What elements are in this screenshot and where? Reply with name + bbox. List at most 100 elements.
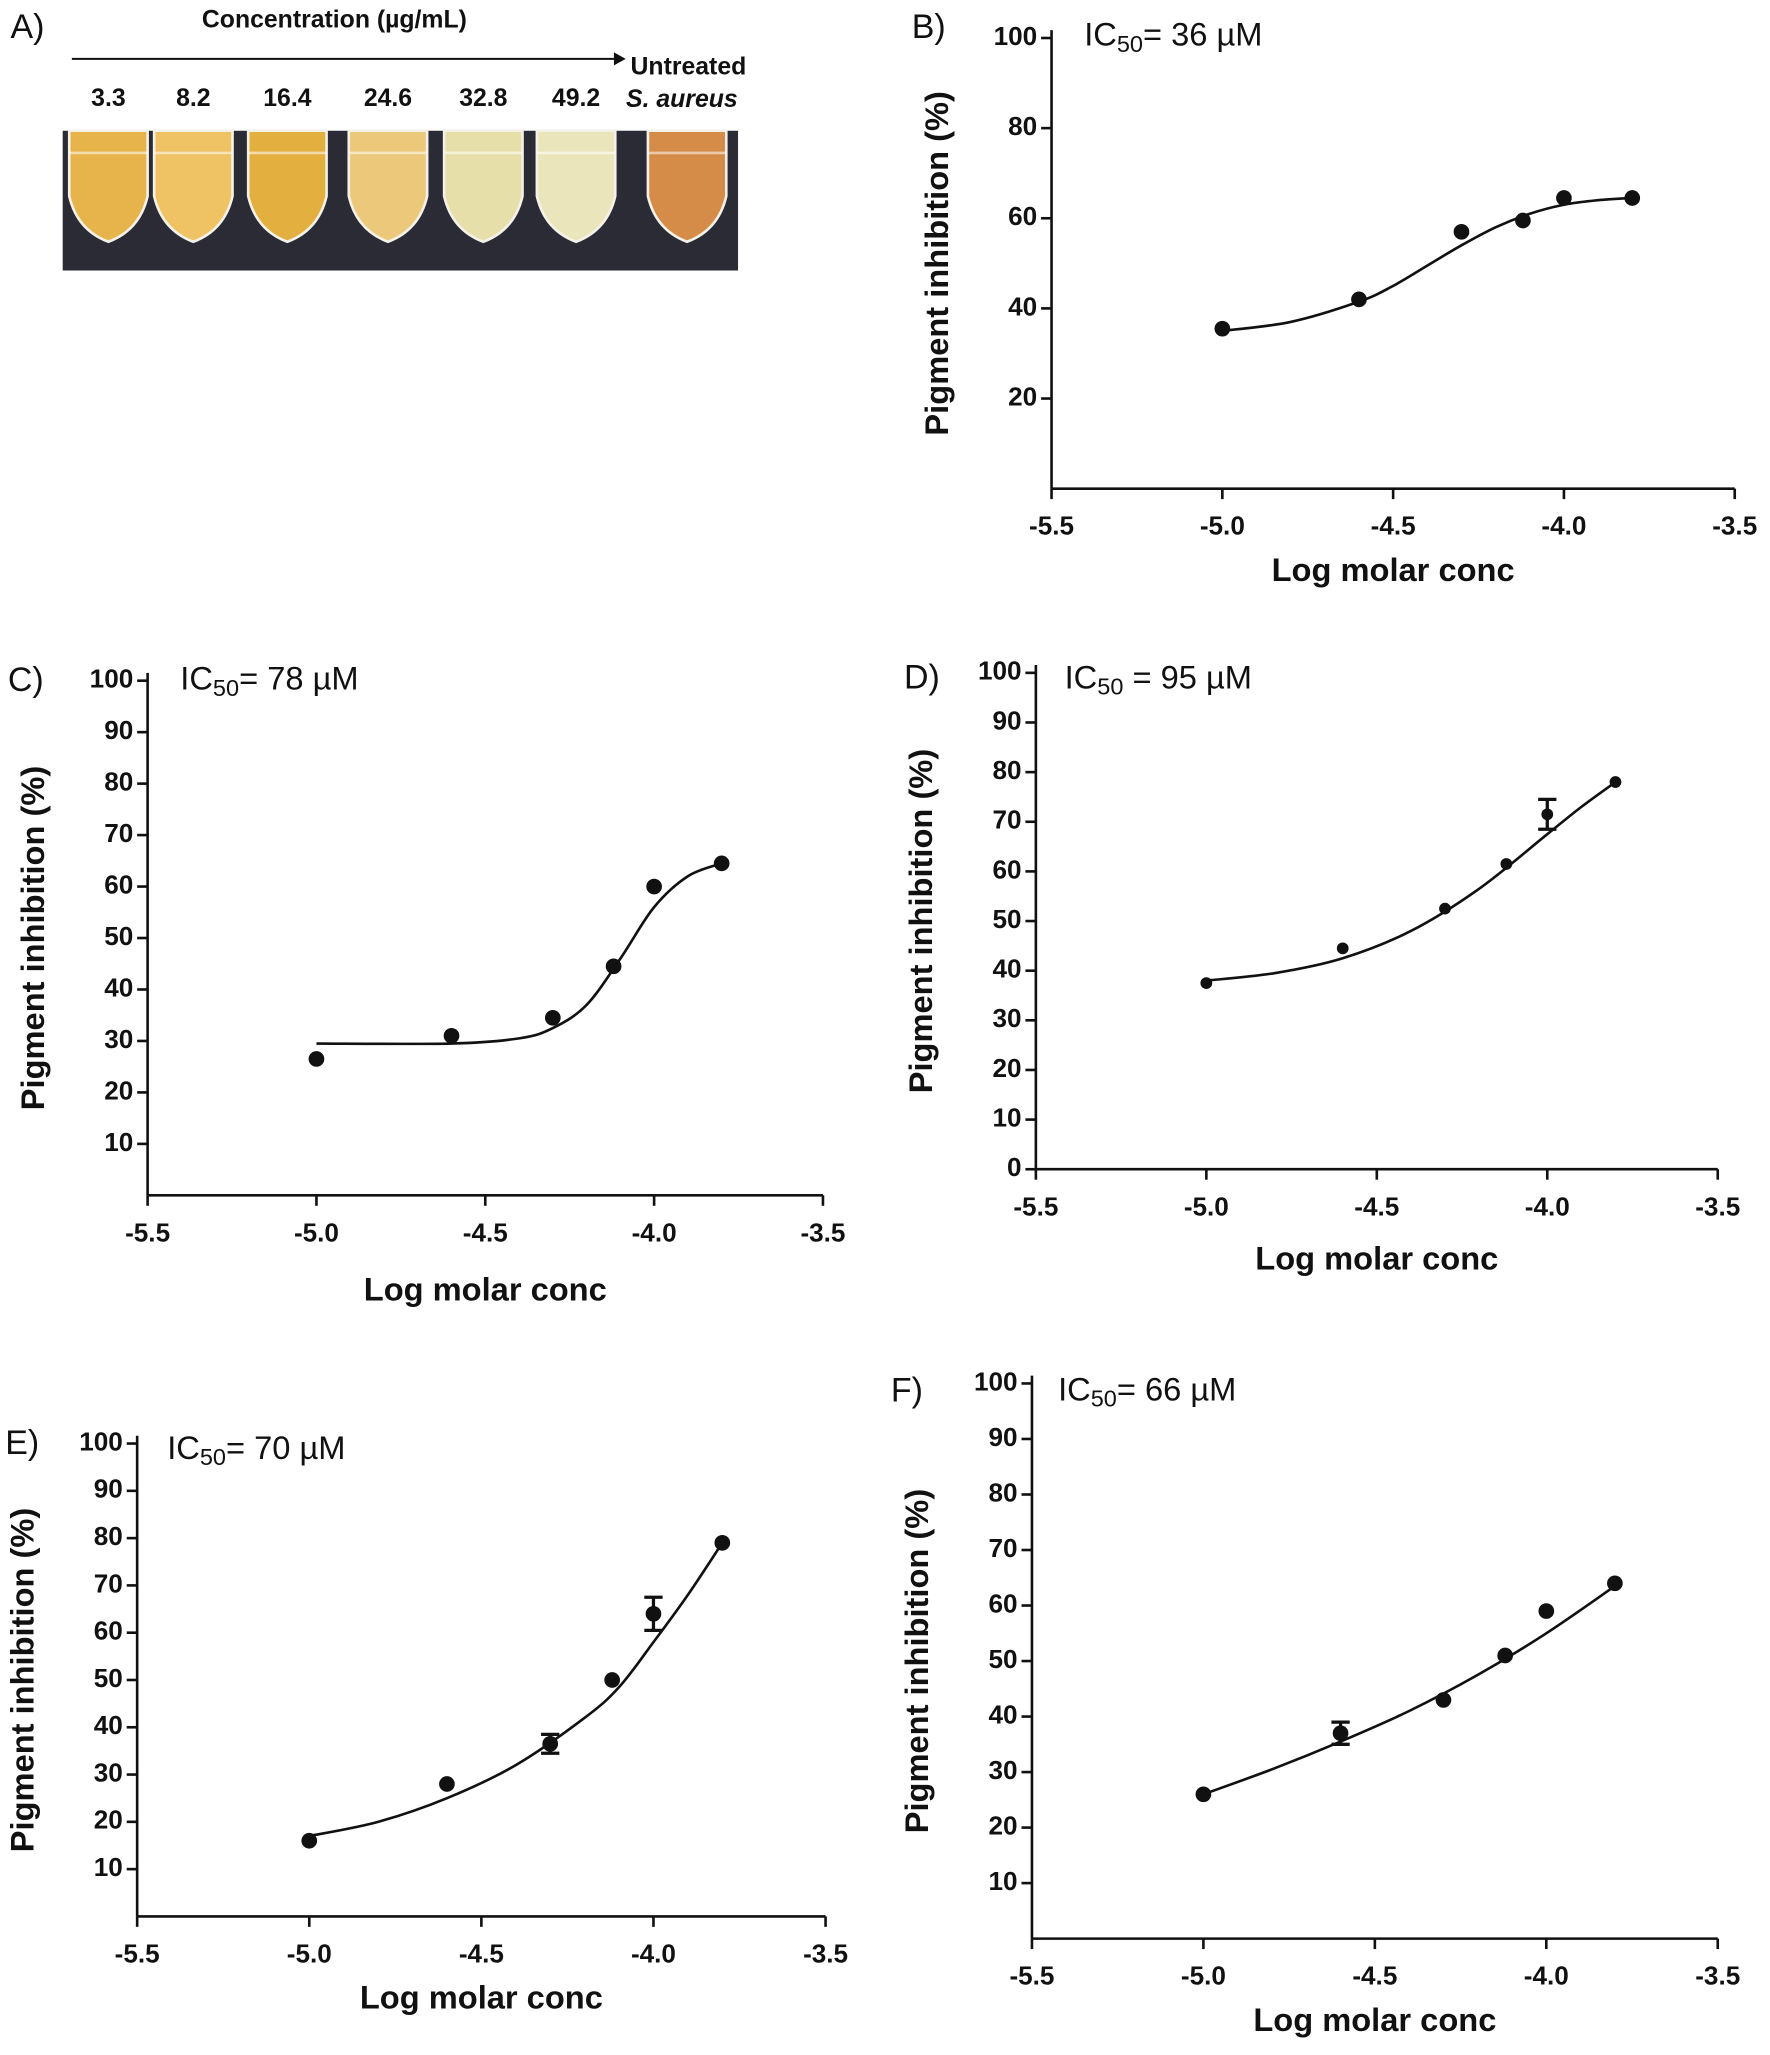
x-axis-title: Log molar conc <box>360 1979 603 2016</box>
x-tick-label: -5.0 <box>294 1217 339 1247</box>
data-point <box>1607 1575 1623 1592</box>
panel-label: B) <box>912 8 946 46</box>
y-tick-label: 80 <box>104 767 133 797</box>
chart-panel: D) IC50 = 95 µM0102030405060708090100-5.5… <box>902 656 1740 1277</box>
data-point <box>714 1535 731 1551</box>
panel-label: A) <box>10 8 44 46</box>
x-tick-label: -5.0 <box>1200 511 1245 541</box>
panel-label: F) <box>891 1372 923 1410</box>
y-tick-label: 10 <box>989 1866 1018 1896</box>
y-tick-label: 50 <box>94 1663 123 1693</box>
y-tick-label: 70 <box>104 818 133 848</box>
y-tick-label: 10 <box>104 1127 133 1157</box>
y-tick-label: 40 <box>94 1710 123 1740</box>
ic50: IC50= 70 µM <box>167 1429 345 1471</box>
x-tick-label: -4.5 <box>459 1939 504 1969</box>
y-tick-label: 100 <box>974 1366 1018 1396</box>
y-tick-label: 10 <box>94 1852 123 1882</box>
y-tick-label: 100 <box>90 664 134 694</box>
ic50-subscript: 50 <box>1091 1386 1117 1412</box>
ic50: IC50= 78 µM <box>180 659 358 701</box>
y-tick-label: 100 <box>994 21 1038 51</box>
y-tick-label: 80 <box>1008 111 1037 141</box>
data-point <box>646 878 662 895</box>
x-tick-label: -5.5 <box>1009 1961 1054 1991</box>
data-point <box>439 1776 455 1792</box>
y-tick-label: 60 <box>989 1588 1018 1618</box>
data-point <box>1332 1725 1349 1742</box>
y-tick-label: 90 <box>989 1422 1018 1452</box>
fit-curve <box>1202 1585 1616 1796</box>
tube <box>152 129 234 244</box>
concentration-label: 3.3 <box>91 85 125 112</box>
data-point <box>1497 1647 1513 1664</box>
ic50-subscript: 50 <box>1117 31 1143 57</box>
ic50-prefix: IC <box>1084 15 1117 52</box>
y-tick-label: 90 <box>104 715 133 745</box>
y-tick-label: 20 <box>104 1075 133 1105</box>
y-tick-label: 80 <box>992 755 1021 785</box>
x-tick-label: -4.5 <box>463 1217 508 1247</box>
data-point <box>1351 291 1367 308</box>
y-axis-title: Pigment inhibition (%) <box>3 1508 40 1853</box>
ic50: IC50 = 95 µM <box>1065 658 1252 700</box>
y-tick-label: 60 <box>1008 201 1037 231</box>
x-tick-label: -3.5 <box>1695 1961 1740 1991</box>
data-point <box>1200 977 1213 989</box>
y-tick-label: 40 <box>1008 291 1037 321</box>
data-point <box>1435 1692 1452 1708</box>
ic50: IC50= 66 µM <box>1058 1370 1236 1412</box>
tubes <box>67 129 728 244</box>
tube <box>347 129 429 244</box>
ic50-text: = 36 µM <box>1143 15 1263 52</box>
data-point <box>1538 1603 1555 1619</box>
tube <box>442 129 524 244</box>
data-point <box>1541 808 1554 821</box>
ic50-text: = 78 µM <box>239 659 359 696</box>
y-tick-label: 100 <box>978 656 1022 686</box>
concentration-label: 16.4 <box>263 85 311 112</box>
arrow-head <box>613 52 626 66</box>
x-tick-label: -3.5 <box>1712 511 1757 541</box>
x-tick-label: -4.0 <box>1524 1961 1569 1991</box>
x-tick-label: -5.5 <box>1029 511 1074 541</box>
x-tick-label: -4.5 <box>1354 1191 1399 1221</box>
ic50-prefix: IC <box>1058 1370 1091 1407</box>
data-point <box>1195 1786 1212 1803</box>
y-tick-label: 20 <box>992 1053 1021 1083</box>
data-point <box>308 1051 325 1067</box>
y-tick-label: 20 <box>1008 381 1037 411</box>
data-point <box>301 1832 318 1849</box>
x-tick-label: -3.5 <box>803 1939 848 1969</box>
data-point <box>713 855 730 872</box>
data-point <box>1336 942 1349 955</box>
y-tick-label: 20 <box>94 1805 123 1835</box>
x-tick-label: -5.0 <box>287 1939 332 1969</box>
y-tick-label: 40 <box>989 1699 1018 1729</box>
fit-curve <box>1222 196 1633 333</box>
y-tick-label: 50 <box>104 921 133 951</box>
tube <box>246 129 328 244</box>
y-tick-label: 20 <box>989 1810 1018 1840</box>
y-tick-label: 40 <box>992 954 1021 984</box>
y-tick-label: 60 <box>992 854 1021 884</box>
y-tick-label: 90 <box>94 1474 123 1504</box>
y-tick-label: 40 <box>104 972 133 1002</box>
data-point <box>645 1605 662 1622</box>
y-axis-title: Pigment inhibition (%) <box>898 1489 935 1834</box>
y-tick-label: 30 <box>992 1003 1021 1033</box>
ic50-text: = 95 µM <box>1123 658 1252 695</box>
y-tick-label: 0 <box>1007 1152 1022 1182</box>
data-point <box>1214 320 1231 337</box>
fit-curve <box>308 1542 724 1838</box>
data-point <box>1515 212 1531 229</box>
y-tick-label: 70 <box>992 805 1021 835</box>
x-tick-label: -4.0 <box>632 1217 677 1247</box>
y-tick-label: 70 <box>989 1533 1018 1563</box>
ic50-text: = 66 µM <box>1117 1370 1237 1407</box>
ic50-subscript: 50 <box>200 1444 226 1470</box>
x-tick-label: -4.0 <box>1525 1191 1570 1221</box>
